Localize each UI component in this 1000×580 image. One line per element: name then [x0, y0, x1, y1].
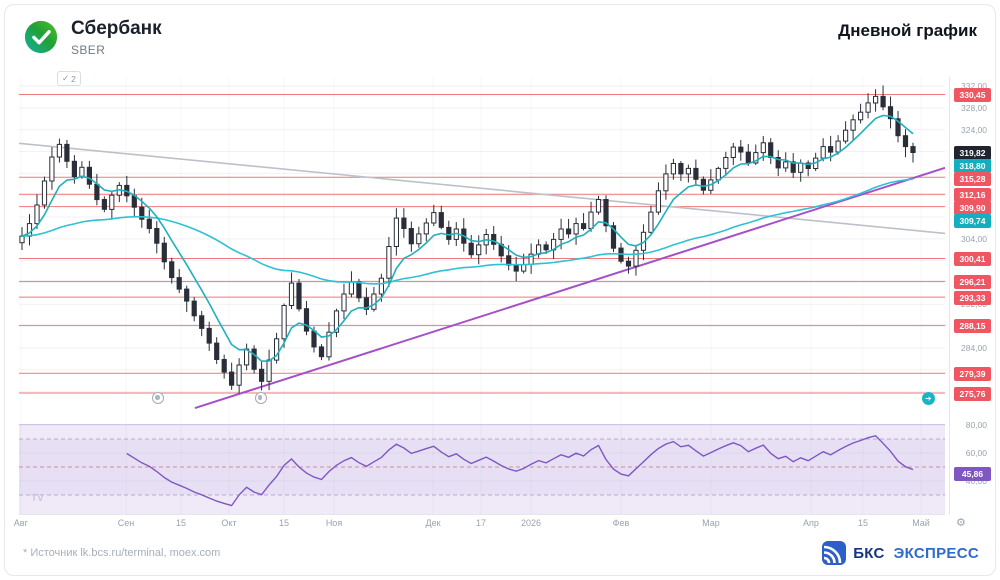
indicators-badge[interactable]: ✓ 2 — [57, 71, 81, 86]
event-marker-icon[interactable] — [151, 392, 164, 404]
trendline-resistance[interactable] — [19, 142, 945, 235]
ticker-label: SBER — [71, 43, 106, 57]
brand-bks: БКС — [853, 544, 885, 562]
ma-slow-line[interactable] — [21, 178, 914, 285]
sberbank-logo — [23, 19, 59, 55]
sberbank-logo-icon — [24, 20, 58, 54]
price-chart[interactable]: 332,00 328,00 324,00 304,00 292,00 284,00 80,0… — [5, 5, 995, 575]
page-title: Сбербанк — [71, 18, 162, 39]
ma-fast-line[interactable] — [21, 114, 914, 363]
bks-express-logo: БКС ЭКСПРЕСС — [822, 541, 979, 565]
indicators-count: 2 — [71, 73, 76, 84]
rsi-line[interactable] — [126, 435, 914, 507]
candles — [19, 85, 916, 394]
alert-marker-icon[interactable]: ➔ — [921, 391, 935, 405]
footer: * Источник lk.bcs.ru/terminal, moex.com … — [23, 539, 979, 567]
header: Сбербанк SBER Дневной график — [5, 5, 995, 69]
tradingview-watermark: TV — [31, 493, 44, 504]
bks-logo-icon — [822, 541, 847, 565]
chart-canvas[interactable] — [5, 5, 995, 575]
source-note: * Источник lk.bcs.ru/terminal, moex.com — [23, 547, 221, 559]
chart-card: Сбербанк SBER Дневной график 332,00 328,0… — [4, 4, 996, 576]
rsi-pane-bg — [19, 425, 945, 514]
event-marker-icon[interactable] — [254, 392, 267, 404]
period-label: Дневной график — [838, 21, 977, 40]
trendline-support[interactable] — [194, 166, 945, 410]
settings-gear-icon[interactable]: ⚙ — [956, 517, 966, 529]
brand-express: ЭКСПРЕСС — [893, 544, 979, 562]
check-icon: ✓ — [62, 73, 70, 83]
